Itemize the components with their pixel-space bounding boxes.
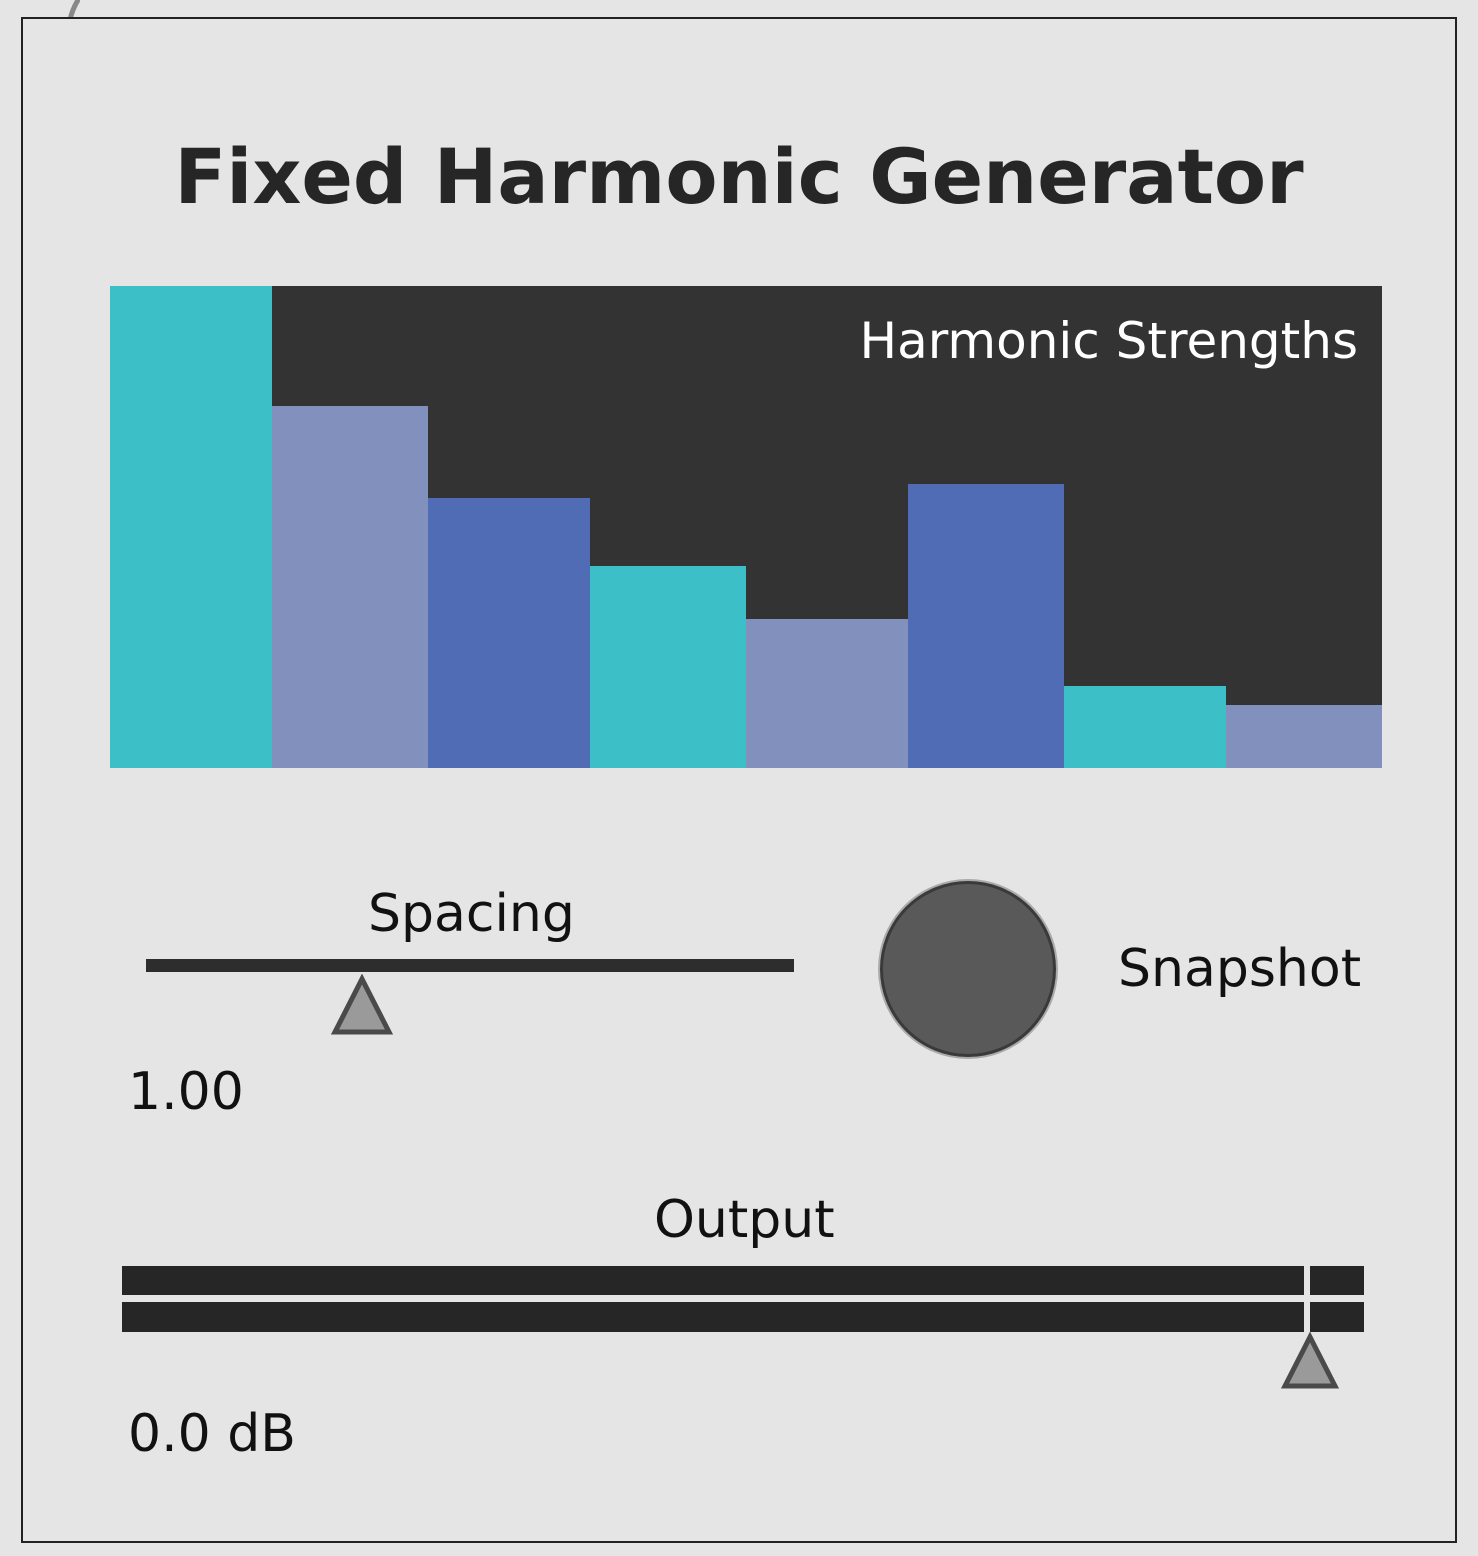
harmonic-bar-3[interactable] (428, 498, 590, 768)
output-slider-thumb-icon[interactable] (1281, 1332, 1339, 1390)
spacing-value: 1.00 (128, 1062, 244, 1122)
harmonic-bar-4[interactable] (590, 566, 746, 768)
multislider-label: Harmonic Strengths (859, 312, 1358, 370)
harmonic-bar-1[interactable] (110, 286, 272, 768)
output-value: 0.0 dB (128, 1404, 296, 1464)
spacing-slider-track[interactable] (146, 959, 794, 972)
harmonic-bar-6[interactable] (908, 484, 1064, 768)
harmonic-bar-7[interactable] (1064, 686, 1226, 768)
page-title: Fixed Harmonic Generator (174, 132, 1304, 221)
snapshot-label: Snapshot (1118, 939, 1362, 999)
harmonic-strengths-multislider[interactable]: Harmonic Strengths (110, 286, 1382, 768)
harmonic-bar-5[interactable] (746, 619, 908, 768)
meter-zero-db-marker (1304, 1266, 1310, 1332)
output-level-meter[interactable] (122, 1266, 1364, 1332)
output-label: Output (654, 1190, 835, 1250)
snapshot-button[interactable] (880, 881, 1056, 1057)
harmonic-bar-8[interactable] (1226, 705, 1382, 768)
spacing-label: Spacing (368, 884, 575, 944)
harmonic-bar-2[interactable] (272, 406, 428, 768)
meter-channel-divider (122, 1295, 1364, 1302)
spacing-slider-thumb-icon[interactable] (330, 974, 394, 1036)
